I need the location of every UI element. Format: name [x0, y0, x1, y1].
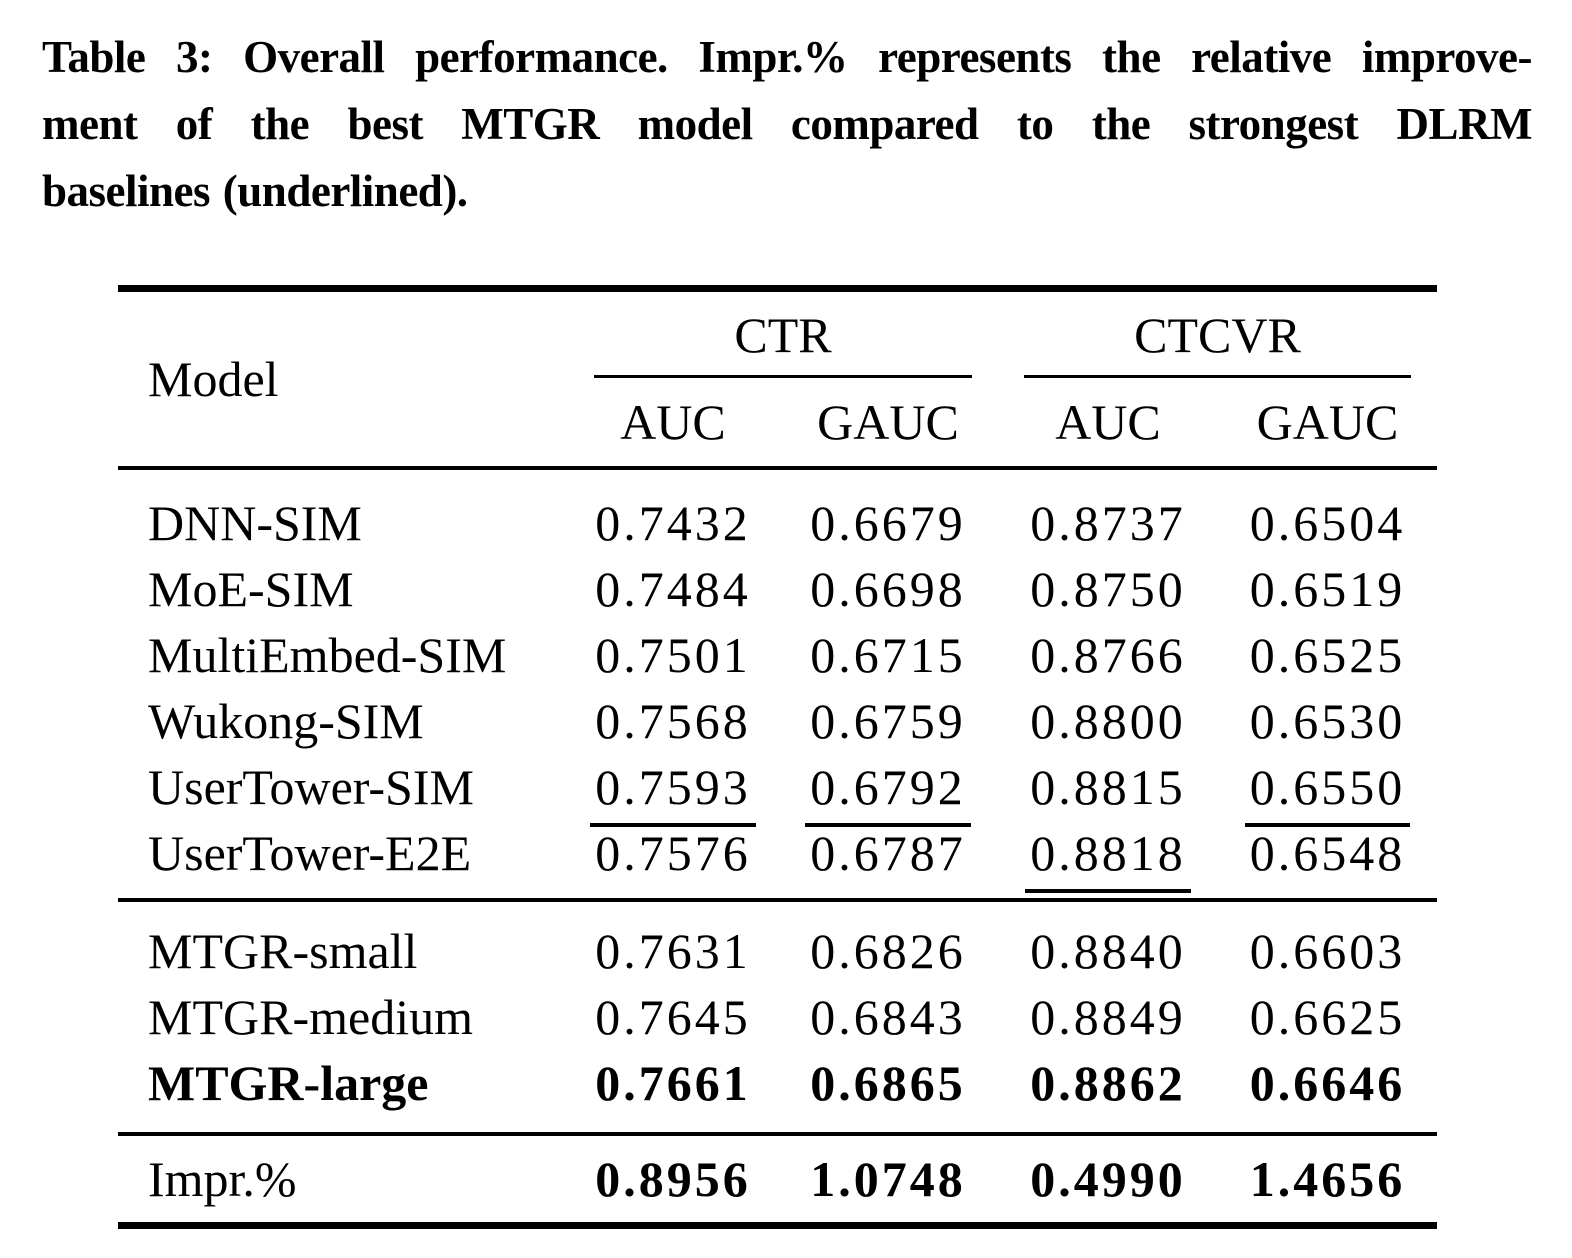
value-cell: 0.7593	[568, 754, 778, 827]
model-cell: Impr.%	[148, 1151, 297, 1207]
group-header-ctr-label: CTR	[594, 292, 972, 378]
value-cell: 0.8862	[1030, 1055, 1186, 1111]
underlined-value: 0.6550	[1244, 758, 1411, 827]
underlined-value: 0.6792	[805, 758, 971, 827]
value-cell: 0.6826	[810, 923, 966, 979]
value-cell: 0.8849	[1030, 989, 1186, 1045]
value-cell: 0.8956	[595, 1151, 751, 1207]
underlined-value: 0.8818	[1025, 824, 1191, 893]
value-cell: 0.6646	[1249, 1055, 1406, 1111]
value-cell: 0.6504	[1249, 495, 1406, 551]
column-header-ctr-gauc: GAUC	[817, 394, 959, 450]
value-cell: 0.6525	[1249, 627, 1406, 683]
value-cell: 0.6787	[810, 825, 966, 881]
table-row-usertower-sim: UserTower-SIM 0.7593 0.6792 0.8815 0.655…	[118, 754, 1437, 827]
value-cell: 0.8840	[1030, 923, 1186, 979]
table-row-mtgr-medium: MTGR-medium 0.7645 0.6843 0.8849 0.6625	[118, 984, 1437, 1050]
table-row-usertower-e2e: UserTower-E2E 0.7576 0.6787 0.8818 0.654…	[118, 820, 1437, 900]
column-header-ctcvr-gauc: GAUC	[1256, 394, 1399, 450]
value-cell: 0.7645	[595, 989, 751, 1045]
model-cell: UserTower-E2E	[148, 825, 472, 881]
value-cell: 0.7631	[595, 923, 751, 979]
value-cell: 0.6519	[1249, 561, 1406, 617]
value-cell: 0.7432	[595, 495, 751, 551]
group-header-ctr: CTR	[568, 289, 998, 378]
value-cell: 0.6843	[810, 989, 966, 1045]
group-header-ctcvr: CTCVR	[998, 289, 1437, 378]
value-cell: 0.6550	[1218, 754, 1437, 827]
table-row-moe-sim: MoE-SIM 0.7484 0.6698 0.8750 0.6519	[118, 556, 1437, 622]
group-header-ctcvr-label: CTCVR	[1024, 292, 1412, 378]
table-caption: Table 3: Overall performance. Impr.% rep…	[42, 24, 1533, 225]
value-cell: 0.7501	[595, 627, 751, 683]
table-caption-line-3: baselines (underlined).	[42, 166, 468, 216]
column-header-model: Model	[148, 351, 279, 407]
model-cell: DNN-SIM	[148, 495, 362, 551]
sub-header-row: AUC GAUC AUC GAUC	[118, 378, 1437, 468]
value-cell: 0.6759	[810, 693, 966, 749]
column-header-ctcvr-auc: AUC	[1055, 394, 1161, 450]
underlined-value: 0.7593	[590, 758, 756, 827]
value-cell: 0.7484	[595, 561, 751, 617]
value-cell: 0.8818	[998, 820, 1218, 900]
table-row-dnn-sim: DNN-SIM 0.7432 0.6679 0.8737 0.6504	[118, 468, 1437, 556]
improvement-section: Impr.% 0.8956 1.0748 0.4990 1.4656	[118, 1134, 1438, 1226]
model-cell: UserTower-SIM	[148, 759, 474, 815]
model-cell: MTGR-large	[148, 1055, 429, 1111]
value-cell: 0.8737	[1030, 495, 1186, 551]
table-header: Model CTR CTCVR AUC GAUC AUC GAUC	[118, 289, 1438, 468]
table-row-mtgr-small: MTGR-small 0.7631 0.6826 0.8840 0.6603	[118, 900, 1437, 984]
mtgr-section: MTGR-small 0.7631 0.6826 0.8840 0.6603 M…	[118, 900, 1438, 1134]
model-cell: MTGR-medium	[148, 989, 473, 1045]
value-cell: 0.4990	[1030, 1151, 1186, 1207]
performance-table: Model CTR CTCVR AUC GAUC AUC GAUC DNN-SI…	[118, 285, 1438, 1229]
value-cell: 0.6530	[1249, 693, 1406, 749]
value-cell: 0.6792	[778, 754, 998, 827]
value-cell: 1.4656	[1249, 1151, 1406, 1207]
value-cell: 0.7576	[595, 825, 751, 881]
value-cell: 0.6715	[810, 627, 966, 683]
value-cell: 0.6698	[810, 561, 966, 617]
value-cell: 0.6548	[1249, 825, 1406, 881]
value-cell: 0.6603	[1249, 923, 1406, 979]
column-header-ctr-auc: AUC	[620, 394, 726, 450]
model-cell: Wukong-SIM	[148, 693, 424, 749]
value-cell: 0.8800	[1030, 693, 1186, 749]
value-cell: 0.8750	[1030, 561, 1186, 617]
value-cell: 0.8815	[1030, 759, 1186, 815]
value-cell: 0.6865	[810, 1055, 966, 1111]
value-cell: 0.7568	[595, 693, 751, 749]
table-row-wukong-sim: Wukong-SIM 0.7568 0.6759 0.8800 0.6530	[118, 688, 1437, 754]
table-row-multiembed-sim: MultiEmbed-SIM 0.7501 0.6715 0.8766 0.65…	[118, 622, 1437, 688]
model-cell: MTGR-small	[148, 923, 418, 979]
value-cell: 0.6679	[810, 495, 966, 551]
table-row-mtgr-large: MTGR-large 0.7661 0.6865 0.8862 0.6646	[118, 1050, 1437, 1134]
table-caption-line-2: ment of the best MTGR model compared to …	[42, 99, 1533, 149]
value-cell: 0.8766	[1030, 627, 1186, 683]
value-cell: 1.0748	[810, 1151, 966, 1207]
baselines-section: DNN-SIM 0.7432 0.6679 0.8737 0.6504 MoE-…	[118, 468, 1437, 900]
value-cell: 0.6625	[1249, 989, 1406, 1045]
model-cell: MultiEmbed-SIM	[148, 627, 507, 683]
value-cell: 0.7661	[595, 1055, 751, 1111]
model-cell: MoE-SIM	[148, 561, 354, 617]
table-row-improvement: Impr.% 0.8956 1.0748 0.4990 1.4656	[118, 1134, 1437, 1226]
group-header-row: Model CTR CTCVR	[118, 289, 1437, 407]
table-caption-line-1: Table 3: Overall performance. Impr.% rep…	[42, 32, 1533, 82]
